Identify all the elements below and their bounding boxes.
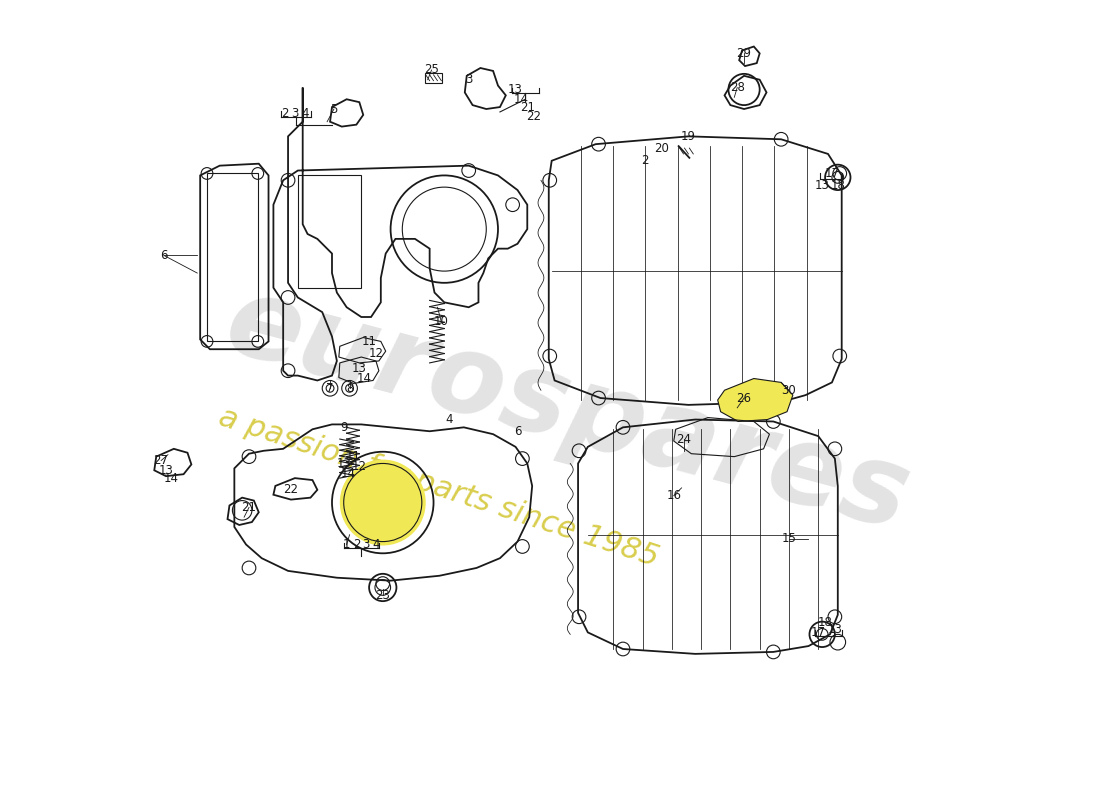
Text: 13: 13 — [337, 457, 351, 470]
Circle shape — [340, 459, 426, 546]
Text: 13: 13 — [815, 178, 829, 192]
Text: 13: 13 — [827, 623, 843, 636]
Text: 1: 1 — [343, 538, 351, 551]
Text: 6: 6 — [161, 249, 168, 262]
Text: 29: 29 — [737, 47, 751, 60]
Text: 12: 12 — [352, 460, 366, 473]
Text: 4: 4 — [372, 538, 379, 551]
Text: a passion for parts since 1985: a passion for parts since 1985 — [214, 403, 662, 573]
Text: 18: 18 — [817, 616, 833, 629]
Text: 28: 28 — [729, 81, 745, 94]
Text: 14: 14 — [514, 93, 529, 106]
Text: 2: 2 — [282, 107, 289, 121]
Text: 3: 3 — [465, 74, 472, 86]
Text: 25: 25 — [425, 63, 439, 77]
Text: 22: 22 — [527, 110, 541, 123]
Text: 16: 16 — [667, 489, 681, 502]
Text: 17: 17 — [811, 626, 826, 639]
Text: 23: 23 — [375, 589, 390, 602]
Text: 5: 5 — [330, 102, 338, 115]
Text: 14: 14 — [164, 472, 178, 485]
Polygon shape — [717, 378, 793, 422]
Bar — [207, 174, 257, 342]
Text: 24: 24 — [676, 433, 691, 446]
Text: 11: 11 — [362, 335, 376, 348]
Text: 14: 14 — [356, 372, 372, 385]
Text: 3: 3 — [292, 107, 298, 121]
Text: 4: 4 — [301, 107, 308, 121]
Text: 3: 3 — [363, 538, 370, 551]
Text: 17: 17 — [824, 167, 839, 180]
Text: 13: 13 — [158, 464, 174, 477]
Text: 22: 22 — [284, 483, 298, 496]
Text: 21: 21 — [520, 101, 535, 114]
Text: 15: 15 — [781, 532, 796, 545]
Text: 26: 26 — [737, 391, 751, 405]
Text: 14: 14 — [341, 466, 356, 480]
Text: 21: 21 — [242, 501, 256, 514]
Text: 13: 13 — [508, 83, 522, 96]
Text: 19: 19 — [681, 130, 696, 143]
Text: 11: 11 — [346, 450, 361, 463]
Bar — [425, 73, 442, 82]
Text: 8: 8 — [345, 382, 353, 394]
Text: 18: 18 — [830, 178, 845, 192]
Text: 12: 12 — [368, 346, 384, 360]
Text: 7: 7 — [327, 382, 333, 394]
Text: 4: 4 — [446, 413, 453, 426]
Text: eurospares: eurospares — [214, 267, 921, 552]
Text: 6: 6 — [514, 425, 521, 438]
Text: 27: 27 — [154, 454, 168, 467]
Text: 20: 20 — [654, 142, 670, 154]
Text: 2: 2 — [353, 538, 360, 551]
Text: 10: 10 — [433, 315, 449, 328]
Text: 2: 2 — [640, 154, 648, 167]
Text: 9: 9 — [340, 421, 348, 434]
Text: 30: 30 — [782, 384, 796, 397]
Text: 13: 13 — [352, 362, 366, 375]
